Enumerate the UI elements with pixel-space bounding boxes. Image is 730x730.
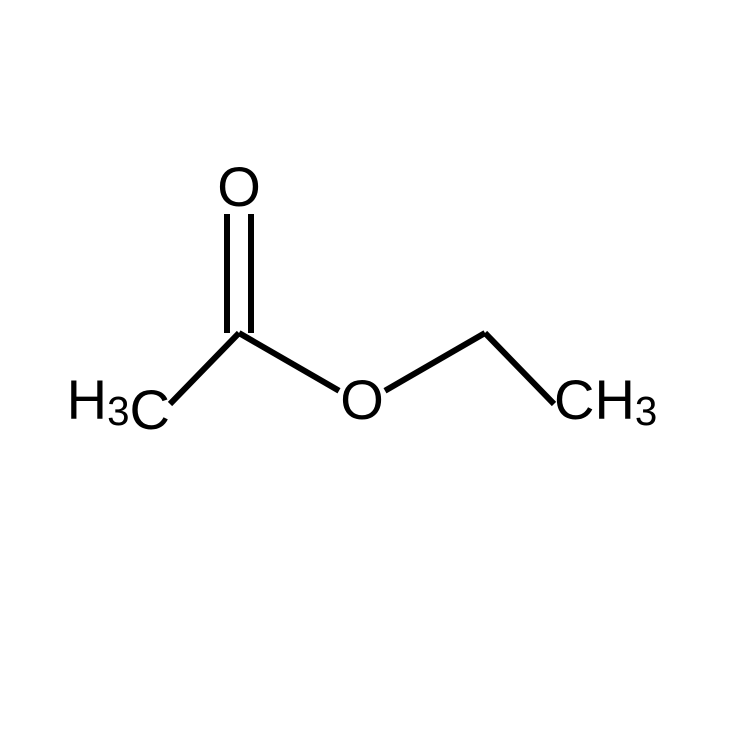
- atom-label: O: [340, 368, 384, 431]
- atom-label: O: [217, 155, 261, 218]
- bond-line: [170, 333, 239, 404]
- molecule-canvas: O O H3C CH3: [0, 0, 730, 730]
- bond-line: [485, 333, 554, 404]
- atom-label: CH3: [554, 368, 657, 434]
- bond-line: [239, 333, 339, 391]
- bond-line: [385, 333, 485, 391]
- atom-label: H3C: [67, 368, 170, 441]
